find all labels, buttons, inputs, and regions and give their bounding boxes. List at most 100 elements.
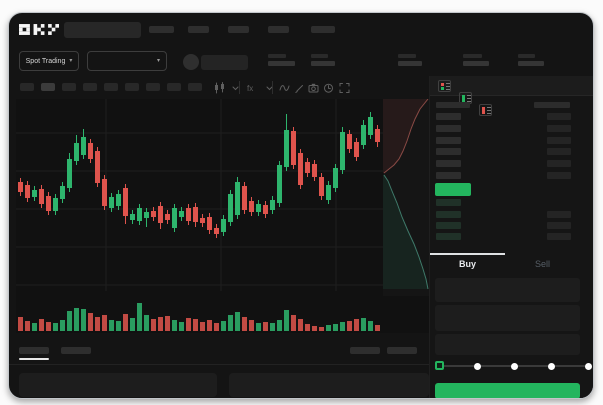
bid-price-0[interactable] (436, 199, 461, 206)
candle-body (109, 197, 114, 208)
timeframe-button-2[interactable] (62, 83, 76, 91)
toolbar-chevron-down-button[interactable] (229, 81, 242, 94)
chevron-down-icon (232, 86, 239, 90)
bottom-action-1[interactable] (387, 347, 417, 354)
ask-amount-4 (547, 160, 571, 167)
chart-background (16, 99, 429, 333)
slider-stop-1[interactable] (473, 362, 481, 370)
ask-price-4[interactable] (436, 160, 461, 167)
timeframe-button-7[interactable] (167, 83, 181, 91)
tab-buy[interactable]: Buy (430, 257, 505, 271)
slider-stop-2[interactable] (510, 362, 518, 370)
orderbook-mode-both-icon[interactable] (438, 80, 451, 92)
candlestick-chart[interactable] (16, 99, 429, 333)
volume-bar (116, 321, 121, 331)
order-form-field-2[interactable] (435, 334, 580, 355)
slider-handle[interactable] (435, 361, 444, 370)
candle-body (228, 194, 233, 222)
tab-sell[interactable]: Sell (505, 257, 580, 271)
pair-name-placeholder[interactable] (201, 55, 248, 70)
volume-bar (354, 319, 359, 331)
nav-item-3[interactable] (268, 26, 289, 33)
orderbook-mode-asks-only-icon[interactable] (479, 104, 492, 116)
candle-body (25, 185, 30, 198)
candle-body (116, 194, 121, 206)
search-input[interactable] (64, 22, 141, 38)
bottom-panel-0[interactable] (19, 373, 217, 397)
timeframe-button-3[interactable] (83, 83, 97, 91)
toolbar-indicators-button[interactable]: fx (245, 81, 258, 94)
volume-bar (200, 322, 205, 331)
toolbar-fullscreen-button[interactable] (338, 81, 351, 94)
toolbar-chevron-down-button[interactable] (263, 81, 276, 94)
candle-body (137, 208, 142, 221)
chevron-down-icon: ▾ (69, 58, 73, 64)
volume-bar (319, 327, 324, 331)
volume-bar (151, 319, 156, 331)
slider-stop-4[interactable] (584, 362, 592, 370)
candle-body (340, 132, 345, 170)
order-form-field-1[interactable] (435, 305, 580, 331)
volume-bar (291, 315, 296, 331)
volume-bar (53, 323, 58, 331)
draw-pencil-icon (295, 84, 303, 93)
depth-bid-area (383, 175, 428, 289)
nav-item-1[interactable] (188, 26, 209, 33)
ask-price-0[interactable] (436, 113, 461, 120)
ask-price-5[interactable] (436, 172, 461, 179)
candle-body (151, 211, 156, 217)
volume-bar (249, 320, 254, 331)
candle-body (270, 200, 275, 210)
bid-price-2[interactable] (436, 222, 461, 229)
bottom-panel-1[interactable] (229, 373, 429, 397)
candle-body (221, 219, 226, 232)
timeframe-button-6[interactable] (146, 83, 160, 91)
pair-selector-dropdown[interactable]: ▾ (87, 51, 167, 71)
candle-body (249, 201, 254, 212)
fullscreen-icon (339, 82, 350, 93)
ticker-stat-label-2 (398, 54, 416, 58)
toolbar-draw-pencil-button[interactable] (293, 81, 306, 94)
nav-item-4[interactable] (311, 26, 335, 33)
bottom-tab-1[interactable] (61, 347, 91, 354)
candle-body (305, 162, 310, 173)
okx-logo[interactable] (19, 24, 59, 35)
volume-bar (305, 324, 310, 331)
bottom-tab-0[interactable] (19, 347, 49, 354)
volume-bar (284, 310, 289, 331)
buy-submit-button[interactable] (435, 383, 580, 398)
volume-bar (298, 319, 303, 331)
candle-body (242, 186, 247, 210)
bid-price-1[interactable] (436, 211, 461, 218)
ask-price-2[interactable] (436, 137, 461, 144)
timeframe-button-1[interactable] (41, 83, 55, 91)
volume-bar (242, 317, 247, 331)
timeframe-button-0[interactable] (20, 83, 34, 91)
volume-bar (172, 320, 177, 331)
timeframe-button-5[interactable] (125, 83, 139, 91)
ticker-stat-value-1 (311, 61, 335, 66)
slider-stop-3[interactable] (547, 362, 555, 370)
timeframe-button-4[interactable] (104, 83, 118, 91)
candle-body (319, 177, 324, 196)
toolbar-line-wave-button[interactable] (278, 81, 291, 94)
last-price-badge[interactable] (435, 183, 471, 196)
ask-price-3[interactable] (436, 148, 461, 155)
timeframe-button-8[interactable] (188, 83, 202, 91)
toolbar-candle-style-button[interactable] (213, 81, 226, 94)
timer-icon (324, 83, 333, 93)
volume-bar (39, 319, 44, 331)
svg-text:fx: fx (247, 84, 253, 93)
order-form-field-0[interactable] (435, 278, 580, 302)
toolbar-camera-button[interactable] (307, 81, 320, 94)
ask-price-1[interactable] (436, 125, 461, 132)
nav-item-2[interactable] (228, 26, 249, 33)
candle-body (144, 212, 149, 218)
bid-price-3[interactable] (436, 233, 461, 240)
market-type-dropdown[interactable]: Spot Trading ▾ (19, 51, 79, 71)
bottom-action-0[interactable] (350, 347, 380, 354)
toolbar-timer-button[interactable] (322, 81, 335, 94)
nav-item-0[interactable] (149, 26, 174, 33)
depth-ask-line (383, 99, 429, 174)
ticker-stat-label-4 (518, 54, 535, 58)
